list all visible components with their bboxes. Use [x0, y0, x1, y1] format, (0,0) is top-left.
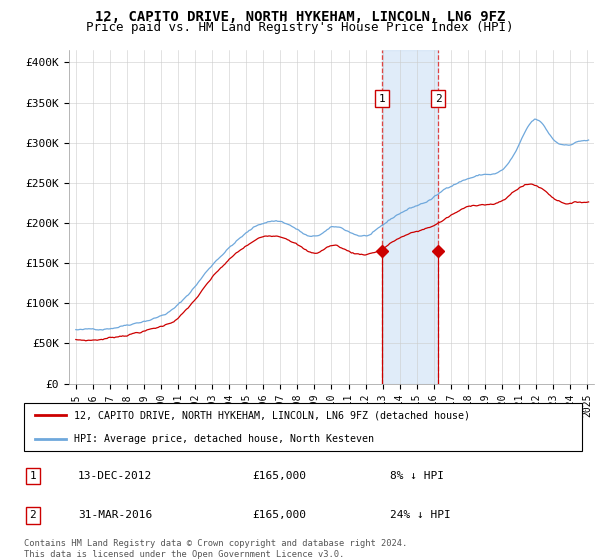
Text: 12, CAPITO DRIVE, NORTH HYKEHAM, LINCOLN, LN6 9FZ: 12, CAPITO DRIVE, NORTH HYKEHAM, LINCOLN… — [95, 10, 505, 24]
Text: 2: 2 — [29, 510, 37, 520]
Text: Contains HM Land Registry data © Crown copyright and database right 2024.: Contains HM Land Registry data © Crown c… — [24, 539, 407, 548]
Text: HPI: Average price, detached house, North Kesteven: HPI: Average price, detached house, Nort… — [74, 434, 374, 444]
Text: This data is licensed under the Open Government Licence v3.0.: This data is licensed under the Open Gov… — [24, 550, 344, 559]
Text: 12, CAPITO DRIVE, NORTH HYKEHAM, LINCOLN, LN6 9FZ (detached house): 12, CAPITO DRIVE, NORTH HYKEHAM, LINCOLN… — [74, 410, 470, 420]
Text: 8% ↓ HPI: 8% ↓ HPI — [390, 471, 444, 481]
Text: 31-MAR-2016: 31-MAR-2016 — [78, 510, 152, 520]
Text: £165,000: £165,000 — [252, 471, 306, 481]
Text: £165,000: £165,000 — [252, 510, 306, 520]
Text: 1: 1 — [29, 471, 37, 481]
FancyBboxPatch shape — [24, 403, 582, 451]
Text: 24% ↓ HPI: 24% ↓ HPI — [390, 510, 451, 520]
Text: Price paid vs. HM Land Registry's House Price Index (HPI): Price paid vs. HM Land Registry's House … — [86, 21, 514, 34]
Bar — [382, 50, 438, 384]
Text: 2: 2 — [434, 94, 442, 104]
Text: 13-DEC-2012: 13-DEC-2012 — [78, 471, 152, 481]
Text: 1: 1 — [379, 94, 385, 104]
